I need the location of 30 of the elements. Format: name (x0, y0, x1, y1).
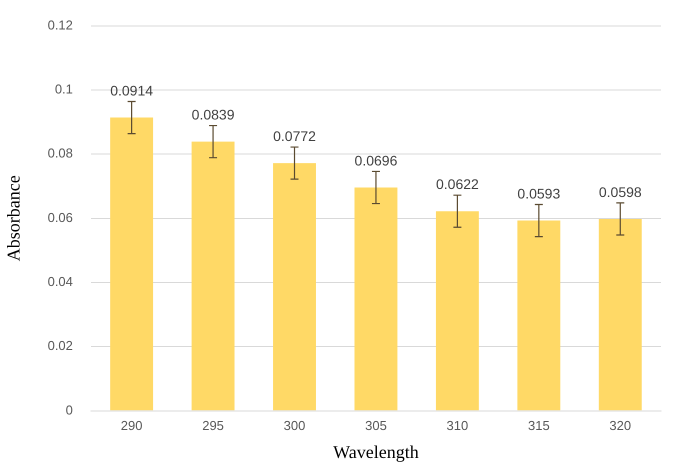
bar (354, 188, 398, 410)
x-axis-title: Wavelength (333, 442, 419, 462)
data-label: 0.0914 (110, 82, 154, 98)
bar (192, 142, 235, 410)
data-label: 0.0598 (598, 184, 642, 200)
x-tick-label: 315 (528, 418, 550, 434)
y-tick-label: 0.02 (48, 338, 73, 354)
y-axis-title: Absorbance (4, 175, 24, 262)
y-tick-label: 0.04 (48, 274, 73, 290)
bar (436, 211, 479, 410)
y-tick-label: 0.1 (54, 82, 73, 97)
x-tick-label: 295 (202, 418, 224, 434)
y-tick-label: 0.06 (48, 210, 73, 225)
x-tick-label: 320 (609, 418, 632, 434)
x-tick-label: 290 (120, 418, 142, 434)
x-tick-label: 300 (284, 418, 306, 434)
y-tick-label: 0.08 (48, 146, 73, 161)
bar (598, 218, 642, 410)
data-label: 0.0622 (436, 176, 480, 192)
data-label: 0.0772 (273, 128, 316, 144)
data-label: 0.0839 (192, 106, 235, 122)
data-label: 0.0593 (517, 185, 560, 202)
x-tick-label: 305 (365, 418, 387, 434)
x-tick-label: 310 (446, 418, 468, 434)
bar (110, 118, 154, 410)
bar (273, 163, 316, 410)
bar (517, 220, 560, 410)
y-tick-label: 0 (66, 402, 73, 418)
y-tick-label: 0.12 (48, 17, 73, 32)
data-label: 0.0696 (354, 152, 398, 168)
